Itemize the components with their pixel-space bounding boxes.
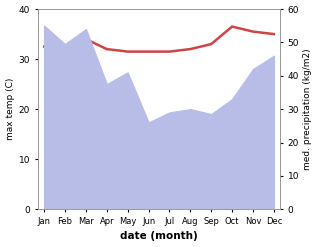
X-axis label: date (month): date (month)	[120, 231, 198, 242]
Y-axis label: max temp (C): max temp (C)	[5, 78, 15, 140]
Y-axis label: med. precipitation (kg/m2): med. precipitation (kg/m2)	[303, 48, 313, 170]
